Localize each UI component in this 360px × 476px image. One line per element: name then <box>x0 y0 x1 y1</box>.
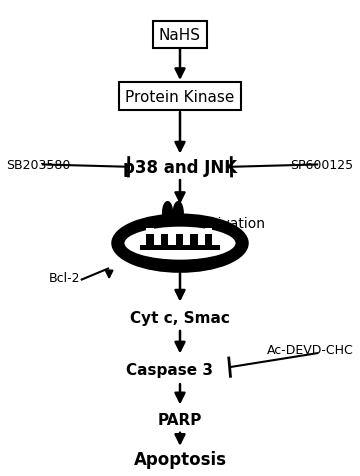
Polygon shape <box>176 229 180 235</box>
Polygon shape <box>146 229 150 235</box>
Text: Caspase 3: Caspase 3 <box>126 362 213 377</box>
Text: Protein Kinase: Protein Kinase <box>125 89 235 104</box>
Polygon shape <box>164 229 168 235</box>
Text: p38 and JNK: p38 and JNK <box>123 159 237 177</box>
Ellipse shape <box>113 216 247 272</box>
Text: PARP: PARP <box>158 412 202 426</box>
Polygon shape <box>205 229 212 246</box>
Ellipse shape <box>163 202 172 225</box>
Text: Ac-DEVD-CHC: Ac-DEVD-CHC <box>267 344 354 357</box>
Polygon shape <box>149 229 154 235</box>
Text: Bax activation: Bax activation <box>166 217 265 231</box>
Polygon shape <box>146 229 154 246</box>
Text: Cyt c, Smac: Cyt c, Smac <box>130 310 230 326</box>
Polygon shape <box>208 229 212 235</box>
Polygon shape <box>140 246 220 250</box>
Ellipse shape <box>123 226 237 261</box>
Polygon shape <box>161 229 165 235</box>
Polygon shape <box>179 229 183 235</box>
Text: Bcl-2: Bcl-2 <box>49 271 80 285</box>
Polygon shape <box>190 229 198 246</box>
Text: SB203580: SB203580 <box>6 159 71 171</box>
Polygon shape <box>161 229 168 246</box>
Text: Apoptosis: Apoptosis <box>134 450 226 468</box>
Polygon shape <box>194 229 198 235</box>
Polygon shape <box>205 229 209 235</box>
Text: NaHS: NaHS <box>159 28 201 43</box>
Polygon shape <box>190 229 194 235</box>
Text: SP600125: SP600125 <box>291 159 354 171</box>
Ellipse shape <box>173 202 183 225</box>
Polygon shape <box>176 229 183 246</box>
